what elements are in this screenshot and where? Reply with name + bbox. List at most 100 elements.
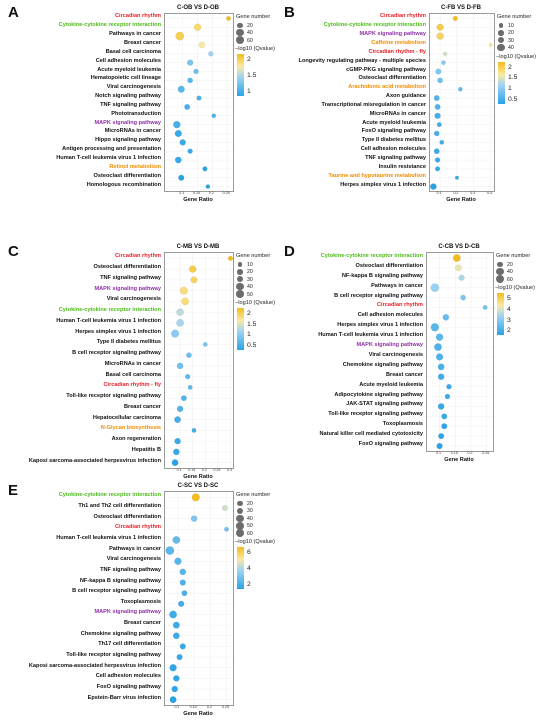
data-point xyxy=(227,255,233,261)
term-label: Breast cancer xyxy=(123,39,161,46)
term-label: MicroRNAs in cancer xyxy=(104,128,161,135)
term-label: JAK-STAT signaling pathway xyxy=(346,401,423,408)
term-label: FoxO signaling pathway xyxy=(358,441,423,448)
x-tick-label: 0.2 xyxy=(201,468,207,472)
size-legend-label: 40 xyxy=(247,515,253,522)
term-label: Chemokine signaling pathway xyxy=(80,630,161,637)
term-label: Cytokine-cytokine receptor interaction xyxy=(323,22,426,29)
x-axis-label: Gene Ratio xyxy=(183,711,213,717)
x-tick-label: 0.1 xyxy=(174,705,180,709)
term-label: cGMP-PKG signaling pathway xyxy=(346,66,426,73)
size-legend-dot xyxy=(237,269,243,275)
term-label: Circadian rhythm - fly xyxy=(368,48,426,55)
term-label: Cell adhesion molecules xyxy=(357,312,423,319)
term-label: Cytokine-cytokine receptor interaction xyxy=(58,492,161,499)
data-point xyxy=(437,363,445,371)
term-label: Breast cancer xyxy=(123,403,161,410)
term-label: FoxO signaling pathway xyxy=(96,684,161,691)
color-legend-bar xyxy=(237,308,244,350)
size-legend-label: 20 xyxy=(247,269,253,276)
term-label: MAPK signaling pathway xyxy=(359,31,426,38)
term-label: NF-kappa B signaling pathway xyxy=(341,272,423,279)
size-legend-dot xyxy=(498,30,504,36)
data-point xyxy=(172,621,180,629)
term-label: Kaposi sarcoma-associated herpesvirus in… xyxy=(28,662,161,669)
data-point xyxy=(205,184,211,189)
data-point xyxy=(202,341,208,347)
term-label: Circadian rhythm xyxy=(379,13,426,20)
data-point xyxy=(441,60,446,66)
term-label: MicroRNAs in cancer xyxy=(369,110,426,117)
panel-letter: E xyxy=(8,482,19,499)
color-legend-title: −log10 (Qvalue) xyxy=(235,300,275,306)
term-label: Circadian rhythm xyxy=(114,13,161,20)
dot-plot xyxy=(165,253,233,468)
data-point xyxy=(455,264,462,272)
term-label: Human T-cell leukemia virus 1 infection xyxy=(318,332,423,339)
data-point xyxy=(193,23,202,31)
size-legend-label: 10 xyxy=(247,262,253,268)
term-label: Herpes simplex virus 1 infection xyxy=(340,181,426,188)
data-point xyxy=(444,393,451,400)
data-point xyxy=(176,362,184,370)
data-point xyxy=(191,427,197,433)
data-point xyxy=(437,403,445,410)
term-label: Basal cell carcinoma xyxy=(105,371,161,378)
data-point xyxy=(169,664,177,672)
term-label: Circadian rhythm xyxy=(114,524,161,531)
color-legend-title: −log10 (Qvalue) xyxy=(235,539,275,545)
size-legend-dot xyxy=(495,275,505,284)
size-legend-dot xyxy=(236,276,244,283)
color-legend-tick: 3 xyxy=(507,316,511,324)
data-point xyxy=(435,68,442,75)
plot-area xyxy=(164,491,234,706)
size-legend-label: 30 xyxy=(247,276,253,283)
term-label: Axon regeneration xyxy=(111,436,161,443)
term-label: Cytokine-cytokine receptor interaction xyxy=(320,252,423,259)
term-label: Hematopoietic cell lineage xyxy=(90,75,161,82)
panel-b: B C-FB VS D-FB 0.1 0.2 0.3 0.4 Gene Ratio Circa… xyxy=(284,4,550,210)
panel-letter: A xyxy=(8,4,19,21)
panel-title: C-FB VS D-FB xyxy=(441,5,481,11)
data-point xyxy=(179,579,186,586)
data-point xyxy=(221,504,228,511)
term-label: Adipocytokine signaling pathway xyxy=(334,391,423,398)
panel-letter: D xyxy=(284,243,295,260)
data-point xyxy=(189,265,197,273)
data-point xyxy=(190,515,198,522)
size-legend-title: Gene number xyxy=(236,492,271,498)
data-point xyxy=(172,632,180,640)
x-axis-label: Gene Ratio xyxy=(446,197,476,203)
data-point xyxy=(174,156,182,164)
data-point xyxy=(181,297,190,306)
size-legend-label: 40 xyxy=(247,284,253,291)
size-legend-label: 40 xyxy=(507,269,513,276)
data-point xyxy=(176,319,184,327)
data-point xyxy=(446,383,452,390)
color-legend-bar xyxy=(498,61,505,104)
term-label: Th1 and Th2 cell differentiation xyxy=(78,502,161,509)
data-point xyxy=(174,437,181,445)
data-point xyxy=(171,329,180,338)
data-point xyxy=(441,423,448,430)
data-point xyxy=(482,305,488,310)
term-label: TNF signaling pathway xyxy=(100,101,161,108)
size-legend-title: Gene number xyxy=(496,253,531,259)
term-label: Pathways in cancer xyxy=(109,31,161,38)
data-point xyxy=(179,568,187,576)
data-point xyxy=(437,373,445,381)
dot-plot xyxy=(430,14,494,191)
color-legend-tick: 2 xyxy=(507,327,511,335)
color-legend-tick: 0.5 xyxy=(247,342,257,349)
term-label: Basal cell carcinoma xyxy=(105,48,161,55)
term-label: Phototransduction xyxy=(111,110,161,117)
term-label: Type II diabetes mellitus xyxy=(96,339,161,346)
term-label: Toll-like receptor signaling pathway xyxy=(66,652,161,659)
term-label: Epstein-Barr virus infection xyxy=(87,694,161,701)
term-label: Notch signaling pathway xyxy=(95,93,161,100)
size-legend-dot xyxy=(235,528,245,538)
data-point xyxy=(434,157,441,163)
size-legend-dot xyxy=(236,507,244,515)
term-label: Osteoclast differentiation xyxy=(93,513,161,520)
data-point xyxy=(430,323,440,332)
